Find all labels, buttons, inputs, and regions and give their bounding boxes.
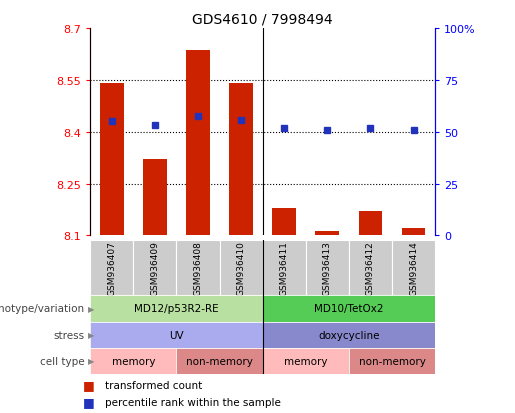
- Bar: [176, 348, 263, 374]
- Text: non-memory: non-memory: [186, 356, 253, 366]
- Text: GSM936412: GSM936412: [366, 240, 375, 295]
- Bar: [143, 160, 167, 236]
- Text: ■: ■: [83, 395, 95, 408]
- Text: GSM936414: GSM936414: [409, 240, 418, 295]
- Text: GSM936413: GSM936413: [323, 240, 332, 295]
- Bar: [100, 84, 124, 236]
- Text: ▶: ▶: [88, 330, 94, 339]
- Bar: [349, 240, 392, 296]
- Text: transformed count: transformed count: [105, 380, 202, 390]
- Bar: [186, 51, 210, 236]
- Bar: [263, 296, 435, 322]
- Bar: [358, 212, 382, 236]
- Bar: [90, 348, 176, 374]
- Text: GSM936408: GSM936408: [194, 240, 202, 295]
- Bar: [90, 296, 263, 322]
- Text: non-memory: non-memory: [358, 356, 425, 366]
- Title: GDS4610 / 7998494: GDS4610 / 7998494: [192, 12, 333, 26]
- Text: MD12/p53R2-RE: MD12/p53R2-RE: [134, 304, 219, 314]
- Text: ■: ■: [83, 379, 95, 392]
- Bar: [402, 229, 425, 236]
- Text: genotype/variation: genotype/variation: [0, 304, 85, 314]
- Text: cell type: cell type: [40, 356, 85, 366]
- Bar: [219, 240, 263, 296]
- Bar: [306, 240, 349, 296]
- Text: GSM936410: GSM936410: [236, 240, 246, 295]
- Bar: [176, 240, 219, 296]
- Bar: [349, 348, 435, 374]
- Text: percentile rank within the sample: percentile rank within the sample: [105, 396, 281, 406]
- Bar: [316, 231, 339, 236]
- Bar: [263, 322, 435, 348]
- Bar: [90, 240, 133, 296]
- Text: GSM936409: GSM936409: [150, 240, 159, 295]
- Text: ▶: ▶: [88, 356, 94, 365]
- Bar: [90, 322, 263, 348]
- Text: memory: memory: [284, 356, 328, 366]
- Text: UV: UV: [169, 330, 184, 340]
- Text: doxycycline: doxycycline: [318, 330, 380, 340]
- Text: ▶: ▶: [88, 304, 94, 313]
- Bar: [263, 240, 306, 296]
- Bar: [133, 240, 176, 296]
- Bar: [392, 240, 435, 296]
- Text: memory: memory: [112, 356, 155, 366]
- Text: stress: stress: [54, 330, 85, 340]
- Text: GSM936411: GSM936411: [280, 240, 289, 295]
- Bar: [263, 348, 349, 374]
- Text: MD10/TetOx2: MD10/TetOx2: [314, 304, 384, 314]
- Bar: [272, 208, 296, 236]
- Text: GSM936407: GSM936407: [107, 240, 116, 295]
- Bar: [229, 84, 253, 236]
